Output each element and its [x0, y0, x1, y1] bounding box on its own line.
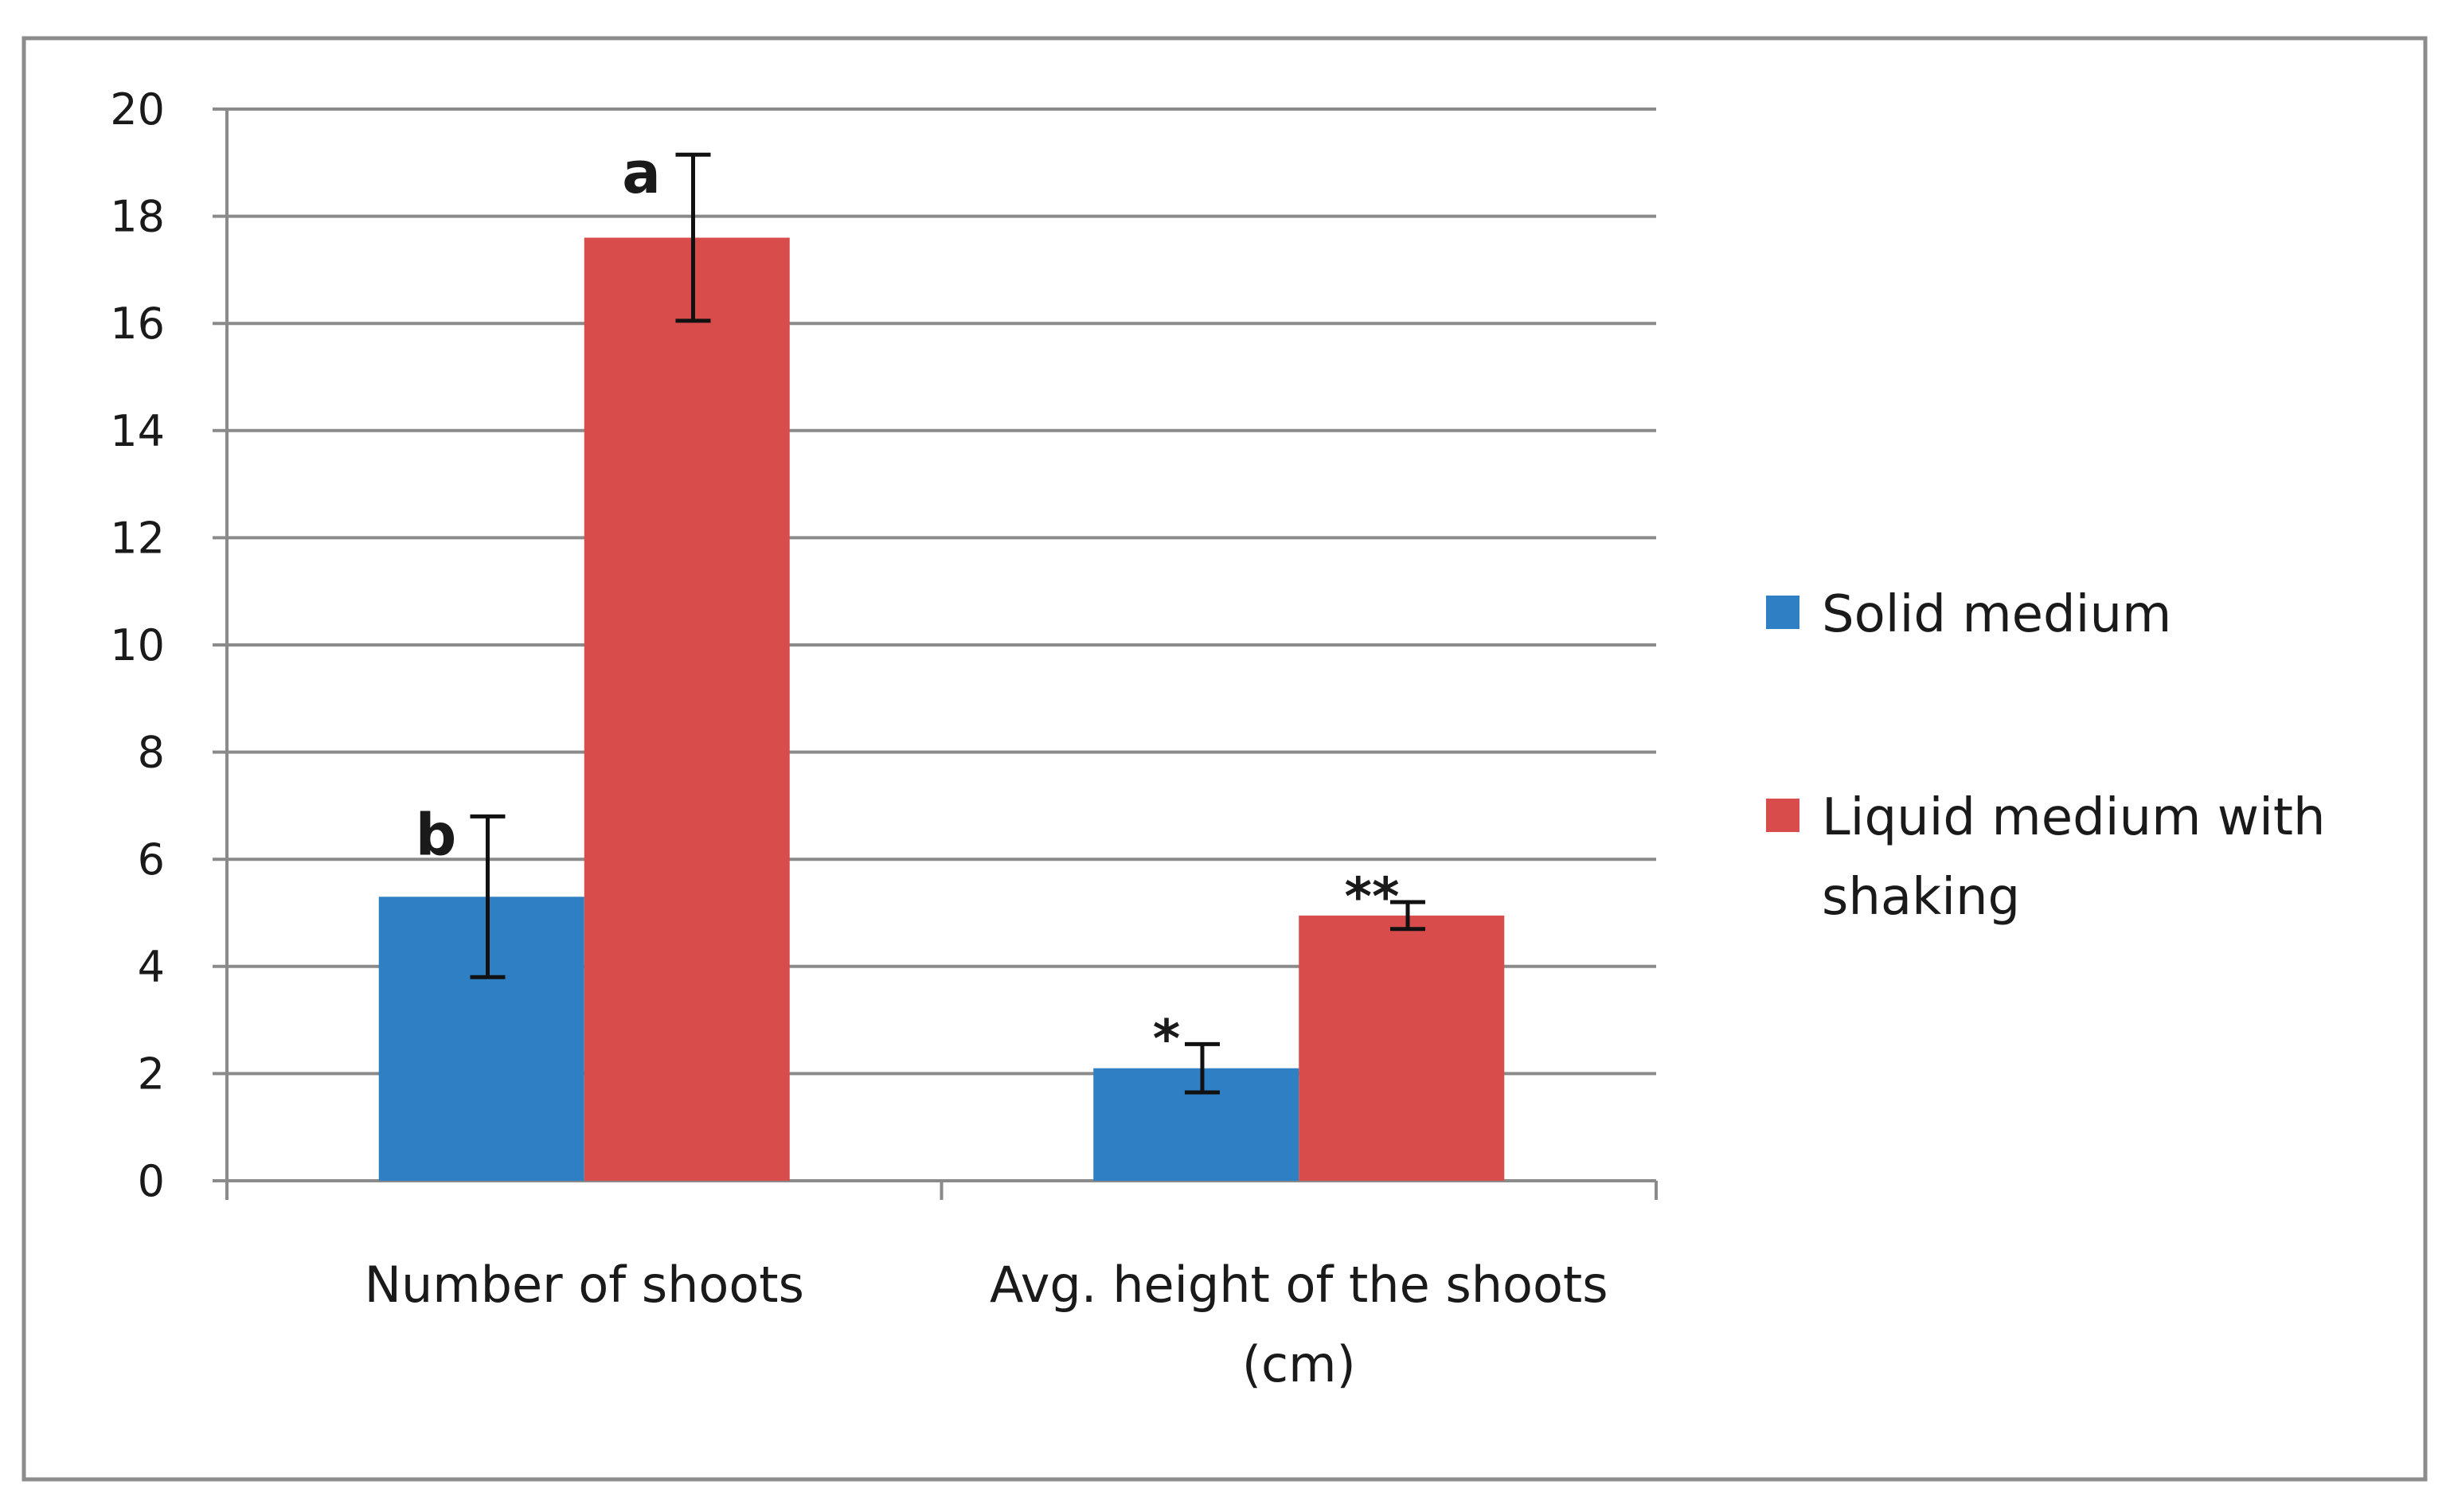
y-tick-label: 8 [138, 728, 165, 778]
bar [1093, 1068, 1299, 1181]
legend-label: Solid medium [1822, 585, 2171, 644]
y-tick-label: 14 [110, 406, 165, 456]
bar [1299, 915, 1505, 1181]
y-tick-label: 16 [110, 299, 165, 349]
legend-label: Liquid medium with [1822, 788, 2326, 847]
y-tick-label: 4 [138, 942, 165, 992]
y-tick-label: 0 [138, 1156, 165, 1206]
significance-label: b [416, 801, 457, 868]
error-bars [470, 152, 1425, 1095]
x-category-label: (cm) [1242, 1335, 1356, 1393]
axis-labels: 0 2 4 6 8 10 12 14 16 18 20 Number of shoots Avg. he… [110, 84, 1608, 1393]
legend-swatch [1766, 596, 1799, 629]
y-tick-label: 18 [110, 192, 165, 242]
bar [584, 237, 790, 1181]
y-tick-label: 20 [110, 84, 165, 135]
y-tick-label: 2 [138, 1049, 165, 1099]
y-tick-label: 6 [138, 834, 165, 885]
significance-label: a [622, 139, 661, 206]
significance-annotations: ba*** [416, 139, 1400, 1069]
legend: Solid medium Liquid medium with shaking [1766, 585, 2326, 927]
legend-label: shaking [1822, 868, 2020, 927]
legend-swatch [1766, 799, 1799, 832]
x-category-label: Avg. height of the shoots [990, 1256, 1608, 1314]
y-tick-label: 12 [110, 513, 165, 563]
chart-frame [21, 36, 2428, 1482]
x-category-label: Number of shoots [365, 1256, 804, 1314]
bar [378, 897, 584, 1181]
bars [378, 237, 1505, 1181]
y-tick-label: 10 [110, 620, 165, 670]
significance-label: ** [1344, 866, 1399, 928]
significance-label: * [1153, 1008, 1181, 1069]
